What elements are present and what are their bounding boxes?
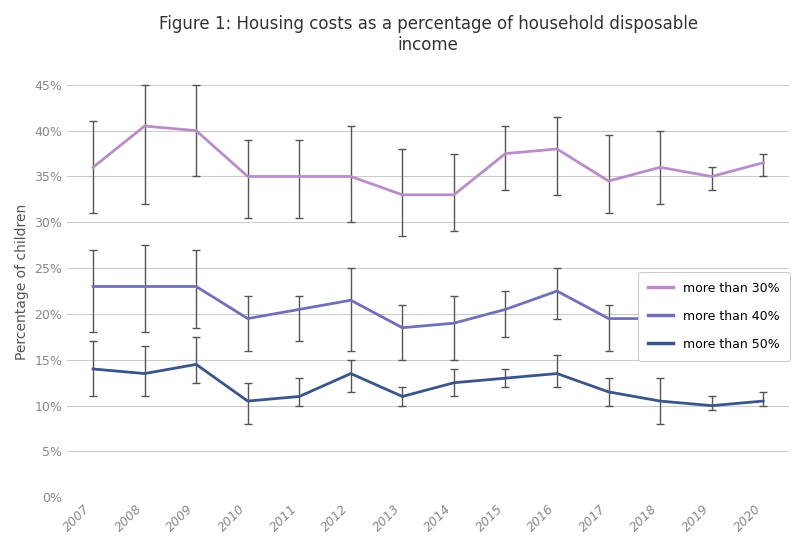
- Y-axis label: Percentage of children: Percentage of children: [15, 204, 29, 360]
- Legend: more than 30%, more than 40%, more than 50%: more than 30%, more than 40%, more than …: [638, 272, 789, 361]
- Title: Figure 1: Housing costs as a percentage of household disposable
income: Figure 1: Housing costs as a percentage …: [158, 15, 697, 54]
